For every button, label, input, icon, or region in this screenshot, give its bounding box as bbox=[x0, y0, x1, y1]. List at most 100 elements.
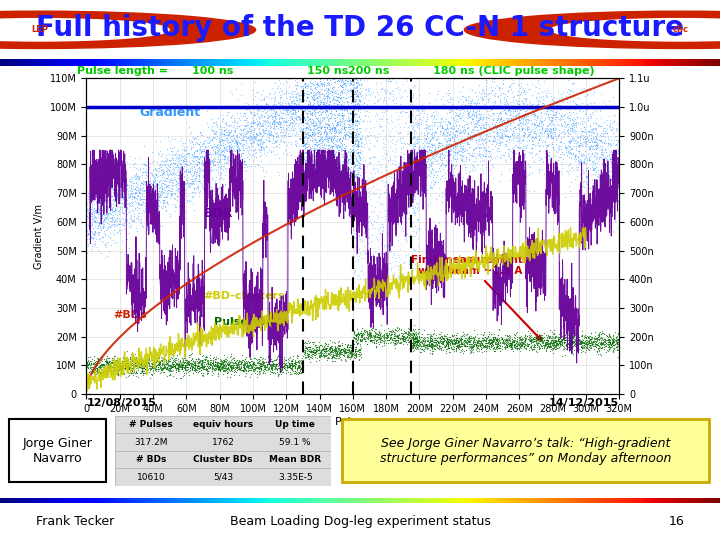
Point bbox=[398, 154, 410, 163]
Point bbox=[590, 338, 602, 346]
Point bbox=[488, 75, 500, 83]
Point bbox=[385, 333, 397, 341]
Point bbox=[492, 338, 503, 347]
Point bbox=[526, 136, 538, 145]
Point bbox=[397, 194, 408, 202]
Point bbox=[161, 198, 173, 207]
Point bbox=[253, 364, 264, 373]
Point bbox=[168, 357, 180, 366]
Point bbox=[456, 138, 468, 147]
Point bbox=[305, 100, 316, 109]
Point bbox=[412, 340, 423, 349]
Point bbox=[249, 162, 261, 171]
Point bbox=[329, 347, 341, 355]
Point bbox=[348, 161, 360, 170]
Point bbox=[99, 366, 111, 375]
Point bbox=[325, 346, 336, 355]
Point bbox=[206, 363, 217, 372]
Point bbox=[118, 219, 130, 227]
Point bbox=[316, 345, 328, 354]
Point bbox=[258, 165, 269, 173]
Point bbox=[223, 156, 235, 165]
Point bbox=[344, 76, 356, 85]
Point bbox=[156, 152, 167, 161]
Point bbox=[364, 333, 376, 342]
Point bbox=[345, 114, 356, 123]
Point bbox=[514, 105, 526, 114]
Point bbox=[322, 165, 333, 173]
Point bbox=[436, 120, 447, 129]
Point bbox=[493, 343, 505, 352]
Point bbox=[397, 271, 408, 280]
Point bbox=[167, 159, 179, 167]
Point bbox=[102, 369, 114, 378]
Point bbox=[350, 96, 361, 104]
Point bbox=[405, 331, 417, 340]
Point bbox=[438, 335, 449, 343]
Point bbox=[597, 150, 608, 159]
Point bbox=[342, 102, 354, 111]
Point bbox=[402, 340, 413, 348]
Point bbox=[568, 142, 580, 151]
Point bbox=[467, 125, 479, 133]
Point bbox=[86, 189, 97, 198]
Point bbox=[208, 154, 220, 163]
Point bbox=[294, 125, 305, 134]
Point bbox=[254, 122, 266, 130]
Point bbox=[88, 212, 99, 220]
Point bbox=[379, 333, 391, 341]
Point bbox=[410, 221, 421, 230]
Point bbox=[148, 361, 159, 369]
Point bbox=[551, 102, 562, 111]
Point bbox=[258, 362, 270, 371]
Point bbox=[184, 363, 196, 372]
Point bbox=[582, 140, 593, 149]
Point bbox=[283, 359, 294, 368]
Point bbox=[497, 338, 508, 347]
Point bbox=[590, 107, 601, 116]
Point bbox=[212, 154, 223, 163]
Point bbox=[383, 190, 395, 199]
Point bbox=[146, 359, 158, 368]
Point bbox=[276, 361, 287, 370]
Point bbox=[338, 85, 349, 93]
Point bbox=[94, 368, 106, 377]
Point bbox=[333, 350, 345, 359]
Point bbox=[413, 154, 425, 163]
Point bbox=[391, 198, 402, 207]
Point bbox=[188, 157, 199, 166]
Point bbox=[394, 127, 405, 136]
Point bbox=[340, 167, 351, 176]
Point bbox=[274, 114, 285, 123]
Point bbox=[585, 342, 597, 351]
Point bbox=[322, 137, 333, 145]
Point bbox=[585, 131, 596, 139]
Point bbox=[424, 340, 436, 349]
Point bbox=[610, 111, 621, 120]
Point bbox=[376, 335, 387, 344]
Point bbox=[563, 148, 575, 157]
Point bbox=[398, 327, 410, 336]
Point bbox=[299, 171, 310, 180]
Point bbox=[355, 87, 366, 96]
Point bbox=[197, 140, 208, 149]
Point bbox=[551, 339, 562, 348]
Point bbox=[286, 364, 297, 373]
Point bbox=[502, 144, 513, 153]
Point bbox=[318, 135, 330, 144]
Point bbox=[431, 127, 442, 136]
Point bbox=[82, 221, 94, 230]
Point bbox=[359, 112, 371, 121]
Point bbox=[352, 272, 364, 280]
Point bbox=[315, 123, 327, 132]
Point bbox=[297, 90, 308, 99]
Point bbox=[449, 335, 460, 344]
Point bbox=[120, 363, 131, 372]
Point bbox=[327, 165, 338, 174]
Point bbox=[377, 200, 388, 209]
Point bbox=[383, 188, 395, 197]
Point bbox=[369, 327, 381, 336]
Point bbox=[282, 354, 294, 363]
Point bbox=[156, 366, 168, 375]
Point bbox=[543, 127, 554, 136]
